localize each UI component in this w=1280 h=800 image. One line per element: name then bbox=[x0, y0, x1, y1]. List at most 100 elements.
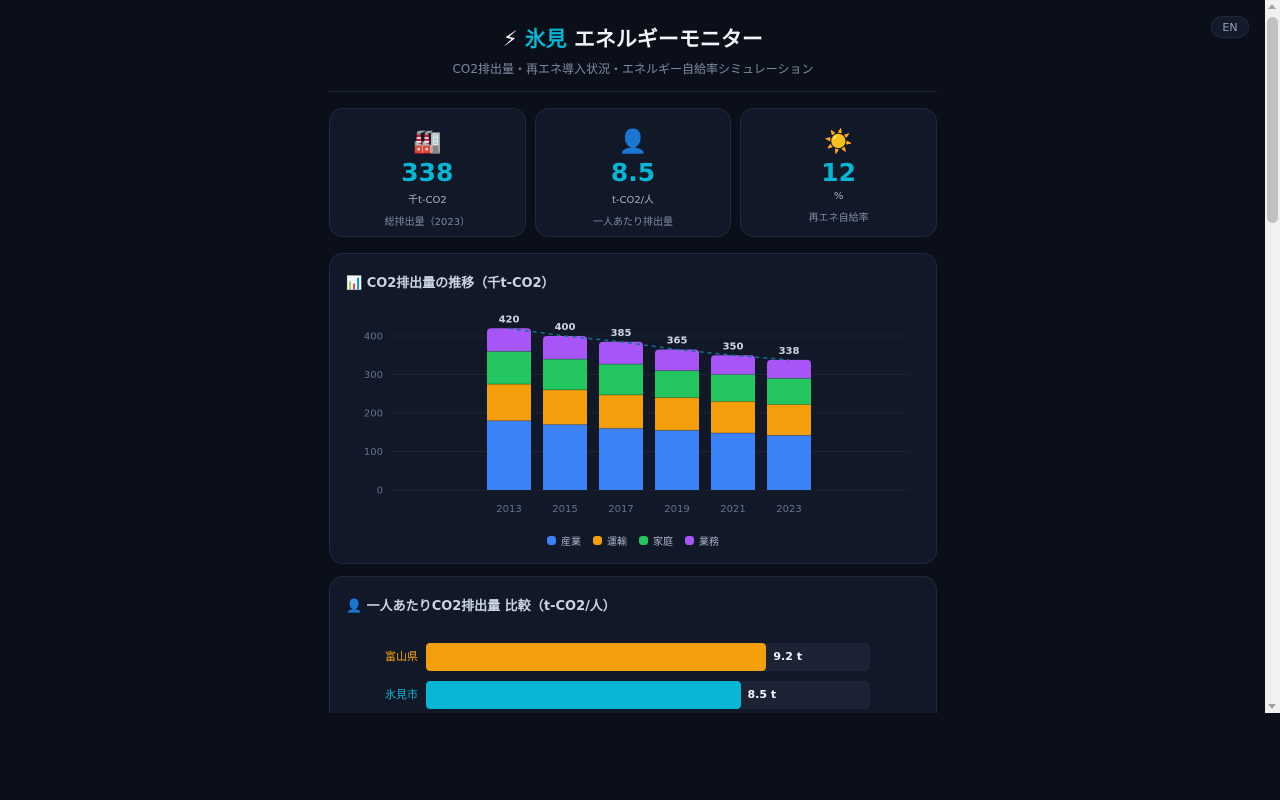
legend-swatch-icon bbox=[639, 536, 648, 545]
bar-segment[interactable] bbox=[711, 355, 755, 375]
bar-segment[interactable] bbox=[543, 359, 587, 390]
bar-segment[interactable] bbox=[487, 328, 531, 352]
trend-line bbox=[508, 327, 790, 361]
legend-label: 産業 bbox=[561, 537, 581, 548]
bar-segment[interactable] bbox=[543, 389, 587, 425]
comparison-bar-fill bbox=[426, 681, 741, 709]
comparison-title: 👤 一人あたりCO2排出量 比較（t-CO2/人） bbox=[346, 599, 616, 614]
language-toggle-button[interactable]: EN bbox=[1211, 16, 1249, 38]
y-tick-label: 100 bbox=[364, 447, 383, 458]
title-text: エネルギーモニター bbox=[566, 27, 764, 51]
stat-label: 総排出量（2023） bbox=[384, 217, 471, 228]
comparison-label: 富山県 bbox=[385, 650, 418, 663]
stat-value: 12 bbox=[821, 158, 857, 187]
bar-segment[interactable] bbox=[711, 374, 755, 402]
bar-segment[interactable] bbox=[543, 336, 587, 360]
legend-item[interactable]: 家庭 bbox=[639, 533, 673, 548]
bar-segment[interactable] bbox=[599, 364, 643, 395]
comparison-row: 富山県 9.2 t bbox=[330, 643, 936, 671]
bar-segment[interactable] bbox=[487, 351, 531, 385]
comparison-label: 氷見市 bbox=[385, 688, 418, 701]
per-capita-comparison-card: 👤 一人あたりCO2排出量 比較（t-CO2/人） 富山県 9.2 t 氷見市 8.5… bbox=[329, 576, 937, 713]
legend-label: 運輸 bbox=[607, 537, 627, 548]
legend-item[interactable]: 産業 bbox=[547, 533, 581, 548]
stat-card-renewable-rate: ☀️ 12 % 再エネ自給率 bbox=[740, 108, 938, 237]
legend-label: 業務 bbox=[699, 537, 719, 548]
x-tick-label: 2023 bbox=[776, 504, 801, 515]
bar-segment[interactable] bbox=[655, 349, 699, 371]
bar-total-label: 350 bbox=[723, 341, 744, 352]
legend-item[interactable]: 業務 bbox=[685, 533, 719, 548]
y-tick-label: 300 bbox=[364, 370, 383, 381]
chart-legend: 産業 運輸 家庭 業務 bbox=[330, 533, 936, 548]
stat-value: 8.5 bbox=[610, 158, 656, 187]
comparison-bar-track: 8.5 t bbox=[426, 681, 870, 709]
header-divider bbox=[329, 91, 937, 92]
bar-segment[interactable] bbox=[711, 433, 755, 490]
page-viewport: EN ⚡ 氷見 エネルギーモニター CO2排出量・再エネ導入状況・エネルギー自給… bbox=[329, 16, 1249, 713]
page-header: ⚡ 氷見 エネルギーモニター CO2排出量・再エネ導入状況・エネルギー自給率シミ… bbox=[329, 24, 937, 77]
x-tick-label: 2013 bbox=[496, 504, 521, 515]
page-title: ⚡ 氷見 エネルギーモニター bbox=[329, 24, 937, 54]
stat-unit: % bbox=[833, 191, 844, 202]
x-tick-label: 2015 bbox=[552, 504, 577, 515]
sun-icon: ☀️ bbox=[824, 129, 853, 155]
stats-row: 🏭 338 千t-CO2 総排出量（2023） 👤 8.5 t-CO2/人 一人… bbox=[329, 108, 938, 237]
bar-segment[interactable] bbox=[767, 404, 811, 436]
y-tick-label: 0 bbox=[377, 486, 383, 497]
person-icon: 👤 bbox=[618, 129, 648, 155]
stat-label: 一人あたり排出量 bbox=[593, 217, 673, 228]
bar-segment[interactable] bbox=[767, 435, 811, 490]
legend-item[interactable]: 運輸 bbox=[593, 533, 627, 548]
stat-label: 再エネ自給率 bbox=[808, 213, 869, 224]
comparison-bar-fill bbox=[426, 643, 767, 671]
bar-total-label: 338 bbox=[779, 346, 800, 357]
comparison-value: 9.2 t bbox=[773, 650, 802, 663]
factory-icon: 🏭 bbox=[413, 129, 442, 155]
bar-segment[interactable] bbox=[655, 370, 699, 398]
bar-segment[interactable] bbox=[543, 424, 587, 490]
bar-segment[interactable] bbox=[487, 384, 531, 421]
stat-value: 338 bbox=[401, 158, 454, 187]
y-tick-label: 200 bbox=[364, 409, 383, 420]
scroll-up-arrow-icon[interactable] bbox=[1268, 4, 1276, 9]
emissions-chart-card: 📊 CO2排出量の推移（千t-CO2） 0 100 200 300 400 420 2013… bbox=[329, 253, 937, 564]
comparison-row: 氷見市 8.5 t bbox=[330, 681, 936, 709]
bar-segment[interactable] bbox=[767, 359, 811, 379]
vertical-scrollbar[interactable] bbox=[1265, 0, 1280, 713]
bar-segment[interactable] bbox=[599, 394, 643, 429]
lightning-icon: ⚡ bbox=[502, 27, 518, 51]
bar-segment[interactable] bbox=[655, 430, 699, 490]
bar-segment[interactable] bbox=[767, 378, 811, 405]
page-subtitle: CO2排出量・再エネ導入状況・エネルギー自給率シミュレーション bbox=[452, 62, 814, 76]
bar-total-label: 400 bbox=[555, 322, 576, 333]
bar-segment[interactable] bbox=[487, 420, 531, 490]
scroll-down-arrow-icon[interactable] bbox=[1268, 704, 1276, 709]
bar-total-label: 365 bbox=[667, 335, 688, 346]
stat-card-total-emissions: 🏭 338 千t-CO2 総排出量（2023） bbox=[329, 108, 526, 237]
comparison-bar-track: 9.2 t bbox=[426, 643, 870, 671]
y-tick-label: 400 bbox=[364, 332, 383, 343]
chart-title: 📊 CO2排出量の推移（千t-CO2） bbox=[346, 276, 555, 291]
legend-label: 家庭 bbox=[653, 537, 673, 548]
legend-swatch-icon bbox=[593, 536, 602, 545]
bar-segment[interactable] bbox=[599, 428, 643, 490]
legend-swatch-icon bbox=[685, 536, 694, 545]
legend-swatch-icon bbox=[547, 536, 556, 545]
comparison-value: 8.5 t bbox=[747, 688, 777, 701]
stat-card-per-capita: 👤 8.5 t-CO2/人 一人あたり排出量 bbox=[534, 108, 732, 237]
bar-total-label: 420 bbox=[499, 314, 520, 325]
title-city: 氷見 bbox=[524, 27, 567, 51]
stat-unit: 千t-CO2 bbox=[407, 195, 447, 206]
x-tick-label: 2017 bbox=[608, 504, 633, 515]
bar-segment[interactable] bbox=[599, 341, 643, 365]
person-icon: 👤 bbox=[346, 599, 363, 614]
bar-total-label: 385 bbox=[611, 328, 632, 339]
bar-segment[interactable] bbox=[655, 397, 699, 431]
x-tick-label: 2019 bbox=[664, 504, 689, 515]
scrollbar-thumb[interactable] bbox=[1267, 17, 1278, 223]
bar-chart-icon: 📊 bbox=[346, 276, 363, 291]
stacked-bar-chart: 0 100 200 300 400 420 2013 400 2015 385 2017 365 201… bbox=[364, 314, 909, 515]
bar-segment[interactable] bbox=[711, 401, 755, 434]
x-tick-label: 2021 bbox=[720, 504, 745, 515]
